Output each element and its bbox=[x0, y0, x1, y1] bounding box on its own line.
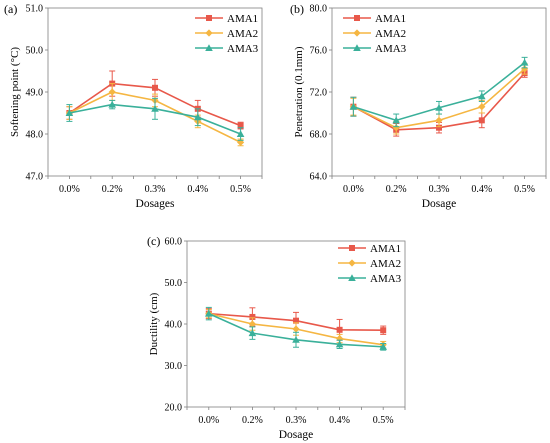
y-axis-title: Softening point (°C) bbox=[9, 47, 21, 137]
x-tick-label: 0.5% bbox=[514, 184, 535, 195]
y-tick-label: 48.0 bbox=[26, 130, 44, 141]
legend-label: AMA1 bbox=[375, 13, 406, 25]
legend-label: AMA1 bbox=[370, 243, 401, 255]
y-tick-label: 20.0 bbox=[165, 403, 183, 414]
legend-label: AMA3 bbox=[370, 273, 402, 285]
x-tick-label: 0.5% bbox=[230, 184, 251, 195]
data-point bbox=[292, 335, 300, 343]
data-point bbox=[237, 122, 244, 129]
series-ama1: AMA1 bbox=[343, 13, 528, 137]
y-tick-label: 50.0 bbox=[165, 278, 183, 289]
legend-label: AMA3 bbox=[375, 43, 407, 55]
series-ama3: AMA3 bbox=[65, 43, 259, 141]
series-ama2: AMA2 bbox=[205, 258, 401, 349]
legend-marker bbox=[353, 29, 361, 37]
x-tick-label: 0.0% bbox=[343, 184, 364, 195]
data-point bbox=[249, 313, 256, 320]
legend-marker bbox=[353, 44, 361, 51]
data-point bbox=[478, 117, 485, 124]
data-point bbox=[293, 317, 299, 324]
chart-panel-2: 64.0 68.0 72.0 76.0 80.0 0.0% 0.2% 0.3% 0.4% 0.5%… bbox=[290, 2, 547, 210]
data-point bbox=[65, 109, 74, 116]
x-tick-label: 0.0% bbox=[198, 415, 219, 426]
panel-label: (a) bbox=[4, 2, 17, 16]
legend-label: AMA2 bbox=[375, 28, 406, 40]
y-tick-label: 76.0 bbox=[310, 46, 328, 57]
x-tick-label: 0.0% bbox=[59, 184, 80, 195]
y-tick-label: 40.0 bbox=[165, 320, 183, 331]
y-tick-label: 60.0 bbox=[165, 237, 183, 248]
legend-marker bbox=[205, 44, 213, 51]
legend-marker bbox=[348, 274, 356, 281]
series-ama3: AMA3 bbox=[205, 273, 402, 351]
y-tick-label: 30.0 bbox=[165, 361, 183, 372]
data-point bbox=[236, 130, 245, 137]
x-tick-label: 0.4% bbox=[187, 184, 208, 195]
chart-panel-1: 47.0 48.0 49.0 50.0 51.0 0.0% 0.2% 0.3% 0.4% 0.5%… bbox=[4, 2, 263, 210]
y-tick-label: 47.0 bbox=[26, 172, 44, 183]
x-tick-label: 0.2% bbox=[102, 184, 123, 195]
legend-label: AMA2 bbox=[370, 258, 401, 270]
panel-label: (b) bbox=[290, 2, 304, 16]
data-point bbox=[194, 113, 202, 121]
data-point bbox=[436, 124, 442, 131]
y-tick-label: 80.0 bbox=[310, 4, 328, 15]
y-tick-label: 51.0 bbox=[26, 4, 44, 15]
x-tick-label: 0.5% bbox=[373, 415, 394, 426]
data-point bbox=[521, 65, 529, 73]
y-tick-label: 49.0 bbox=[26, 88, 44, 99]
data-point bbox=[478, 92, 486, 100]
data-point bbox=[520, 58, 529, 66]
data-point bbox=[336, 334, 344, 343]
x-tick-label: 0.2% bbox=[386, 184, 407, 195]
legend-marker bbox=[205, 29, 213, 37]
legend-marker bbox=[349, 245, 355, 251]
data-point bbox=[151, 105, 159, 112]
x-tick-label: 0.3% bbox=[429, 184, 450, 195]
y-axis-title: Ductility (cm) bbox=[148, 292, 160, 355]
data-point bbox=[248, 320, 256, 328]
data-point bbox=[292, 325, 300, 333]
data-point bbox=[248, 329, 257, 337]
data-point bbox=[392, 116, 400, 124]
data-point bbox=[392, 124, 400, 132]
x-axis-title: Dosage bbox=[422, 198, 457, 210]
data-point bbox=[349, 102, 358, 110]
data-point bbox=[380, 327, 387, 334]
panel-label: (c) bbox=[147, 234, 160, 248]
legend-label: AMA2 bbox=[227, 28, 258, 40]
legend-marker bbox=[348, 259, 356, 267]
x-tick-label: 0.2% bbox=[242, 415, 263, 426]
data-point bbox=[108, 88, 116, 96]
y-tick-label: 64.0 bbox=[310, 172, 328, 183]
data-point bbox=[335, 340, 344, 348]
data-point bbox=[435, 116, 443, 124]
chart-panel-3: 20.0 30.0 40.0 50.0 60.0 0.0% 0.2% 0.3% 0.4% 0.5%… bbox=[147, 234, 406, 441]
data-point bbox=[379, 343, 387, 350]
x-axis-title: Dosages bbox=[136, 198, 175, 210]
series-ama1: AMA1 bbox=[205, 243, 401, 341]
x-tick-label: 0.4% bbox=[329, 415, 350, 426]
data-point bbox=[478, 103, 486, 111]
y-tick-label: 68.0 bbox=[310, 130, 328, 141]
y-tick-label: 72.0 bbox=[310, 88, 328, 99]
x-tick-label: 0.4% bbox=[471, 184, 492, 195]
legend-marker bbox=[354, 15, 360, 21]
y-tick-label: 50.0 bbox=[26, 46, 44, 57]
legend-label: AMA1 bbox=[227, 13, 258, 25]
legend-label: AMA3 bbox=[227, 43, 259, 55]
x-tick-label: 0.3% bbox=[286, 415, 307, 426]
data-point bbox=[435, 103, 443, 111]
legend-marker bbox=[206, 15, 212, 21]
x-tick-label: 0.3% bbox=[145, 184, 166, 195]
y-axis-title: Penetration (0.1mm) bbox=[293, 46, 305, 137]
data-point bbox=[108, 100, 116, 108]
data-point bbox=[205, 309, 213, 317]
data-point bbox=[336, 326, 343, 333]
series-ama3: AMA3 bbox=[343, 43, 529, 128]
data-point bbox=[152, 84, 158, 91]
x-axis-title: Dosage bbox=[279, 429, 314, 441]
series-ama2: AMA2 bbox=[343, 28, 529, 135]
